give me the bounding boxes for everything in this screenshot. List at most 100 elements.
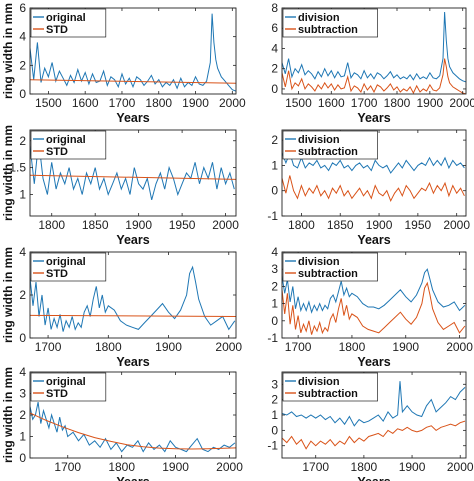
x-tick-label: 1700 bbox=[109, 96, 136, 110]
x-tick-label: 1900 bbox=[182, 96, 209, 110]
y-tick-label: 2 bbox=[19, 288, 26, 302]
x-tick-label: 1700 bbox=[302, 460, 329, 474]
axes-box bbox=[281, 7, 467, 95]
legend-entry-original: original bbox=[46, 12, 86, 24]
y-tick-label: 0 bbox=[19, 87, 26, 101]
y-axis-label: ring width in mm bbox=[1, 247, 15, 343]
x-tick-label: 2000 bbox=[219, 96, 246, 110]
y-tick-label: 1 bbox=[19, 188, 26, 202]
legend-entry-subtraction: subtraction bbox=[298, 268, 358, 280]
legend-entry-division: division bbox=[298, 376, 340, 388]
legend-entry-division: division bbox=[298, 134, 340, 146]
series-line-original bbox=[30, 401, 236, 453]
legend-box bbox=[282, 8, 378, 38]
series-line-original bbox=[30, 140, 235, 201]
series-line-original bbox=[30, 13, 236, 92]
series-line-division bbox=[282, 268, 466, 314]
x-tick-label: 2000 bbox=[216, 460, 243, 474]
y-axis-label: ring width in mm bbox=[1, 125, 15, 221]
x-tick-label: 1800 bbox=[145, 96, 172, 110]
series-line-std bbox=[30, 314, 236, 317]
y-tick-label: 1 bbox=[19, 430, 26, 444]
legend-entry-std: STD bbox=[46, 146, 68, 158]
series-line-std bbox=[30, 79, 236, 84]
chart-panel-1: 1500 1600 1700 1800 1900 2000 0 2 4 6 Years ring wi… bbox=[1, 1, 246, 125]
y-tick-label: 1 bbox=[271, 297, 278, 311]
x-tick-label: 1900 bbox=[417, 96, 444, 110]
legend-entry-std: STD bbox=[46, 24, 68, 36]
y-tick-label: 2 bbox=[271, 62, 278, 76]
y-tick-label: 3 bbox=[19, 387, 26, 401]
y-tick-label: 0 bbox=[271, 314, 278, 328]
x-axis-label: Years bbox=[116, 233, 149, 247]
axes-box bbox=[281, 251, 467, 339]
y-tick-label: -1 bbox=[267, 209, 278, 223]
x-axis-label: Years bbox=[357, 111, 390, 125]
series-line-std bbox=[30, 412, 236, 450]
x-tick-label: 1950 bbox=[169, 218, 196, 232]
y-tick-label: 4 bbox=[271, 41, 278, 55]
y-tick-label: 2 bbox=[271, 393, 278, 407]
legend-entry-subtraction: subtraction bbox=[298, 146, 358, 158]
x-tick-label: 1900 bbox=[162, 460, 189, 474]
x-tick-label: 1800 bbox=[95, 340, 122, 354]
y-tick-label: 3 bbox=[271, 262, 278, 276]
y-tick-label: 0 bbox=[271, 423, 278, 437]
x-axis-label: Years bbox=[357, 475, 390, 481]
x-tick-label: 1700 bbox=[285, 340, 312, 354]
series-line-original bbox=[30, 265, 236, 332]
y-tick-label: 1 bbox=[271, 408, 278, 422]
x-tick-label: 2000 bbox=[443, 218, 470, 232]
y-tick-label: 4 bbox=[19, 245, 26, 259]
series-line-subtraction bbox=[282, 420, 466, 450]
chart-panel-4: 1800 1850 1900 1950 2000 -1 0 1 2 Years divisionsu… bbox=[267, 129, 470, 247]
y-tick-label: 2 bbox=[19, 58, 26, 72]
x-axis-label: Years bbox=[116, 355, 149, 369]
chart-panel-2: 1500 1600 1700 1800 1900 2000 0 2 4 6 8 Years divisi… bbox=[271, 1, 474, 125]
x-tick-label: 1500 bbox=[285, 96, 312, 110]
chart-panel-5: 1700 1800 1900 2000 0 2 4 Years ring width in mm… bbox=[1, 245, 242, 369]
legend-entry-original: original bbox=[46, 256, 86, 268]
y-tick-label: 2 bbox=[19, 408, 26, 422]
axes-box bbox=[281, 129, 467, 217]
x-tick-label: 2000 bbox=[212, 218, 239, 232]
x-tick-label: 2000 bbox=[447, 460, 474, 474]
y-tick-label: 6 bbox=[19, 1, 26, 15]
y-tick-label: 0 bbox=[19, 451, 26, 465]
y-tick-label: 1.5 bbox=[9, 161, 26, 175]
x-tick-label: 1500 bbox=[35, 96, 62, 110]
x-tick-label: 1900 bbox=[399, 460, 426, 474]
y-tick-label: 0 bbox=[271, 82, 278, 96]
chart-panel-6: 1700 1800 1900 2000 -1 0 1 2 3 4 Years divisionsubt… bbox=[267, 245, 473, 369]
x-tick-label: 2000 bbox=[449, 96, 474, 110]
y-tick-label: 4 bbox=[19, 30, 26, 44]
x-tick-label: 1900 bbox=[366, 218, 393, 232]
legend-box bbox=[282, 252, 378, 282]
y-tick-label: 4 bbox=[271, 245, 278, 259]
legend-entry-original: original bbox=[46, 376, 86, 388]
y-tick-label: 2 bbox=[19, 134, 26, 148]
x-tick-label: 1600 bbox=[72, 96, 99, 110]
x-tick-label: 1850 bbox=[82, 218, 109, 232]
x-tick-label: 1800 bbox=[339, 340, 366, 354]
y-tick-label: -1 bbox=[267, 439, 278, 453]
axes-box bbox=[29, 7, 237, 95]
legend-box bbox=[30, 130, 107, 160]
y-tick-label: 4 bbox=[19, 365, 26, 379]
x-tick-label: 1900 bbox=[155, 340, 182, 354]
chart-panel-7: 1700 1800 1900 2000 0 1 2 3 4 Years ring width in … bbox=[1, 365, 243, 481]
x-tick-label: 1600 bbox=[318, 96, 345, 110]
x-tick-label: 1700 bbox=[54, 460, 81, 474]
x-tick-label: 2000 bbox=[446, 340, 473, 354]
y-tick-label: 0 bbox=[19, 331, 26, 345]
x-tick-label: 1800 bbox=[38, 218, 65, 232]
x-axis-label: Years bbox=[357, 233, 390, 247]
y-tick-label: 0 bbox=[271, 184, 278, 198]
series-line-subtraction bbox=[282, 281, 466, 335]
